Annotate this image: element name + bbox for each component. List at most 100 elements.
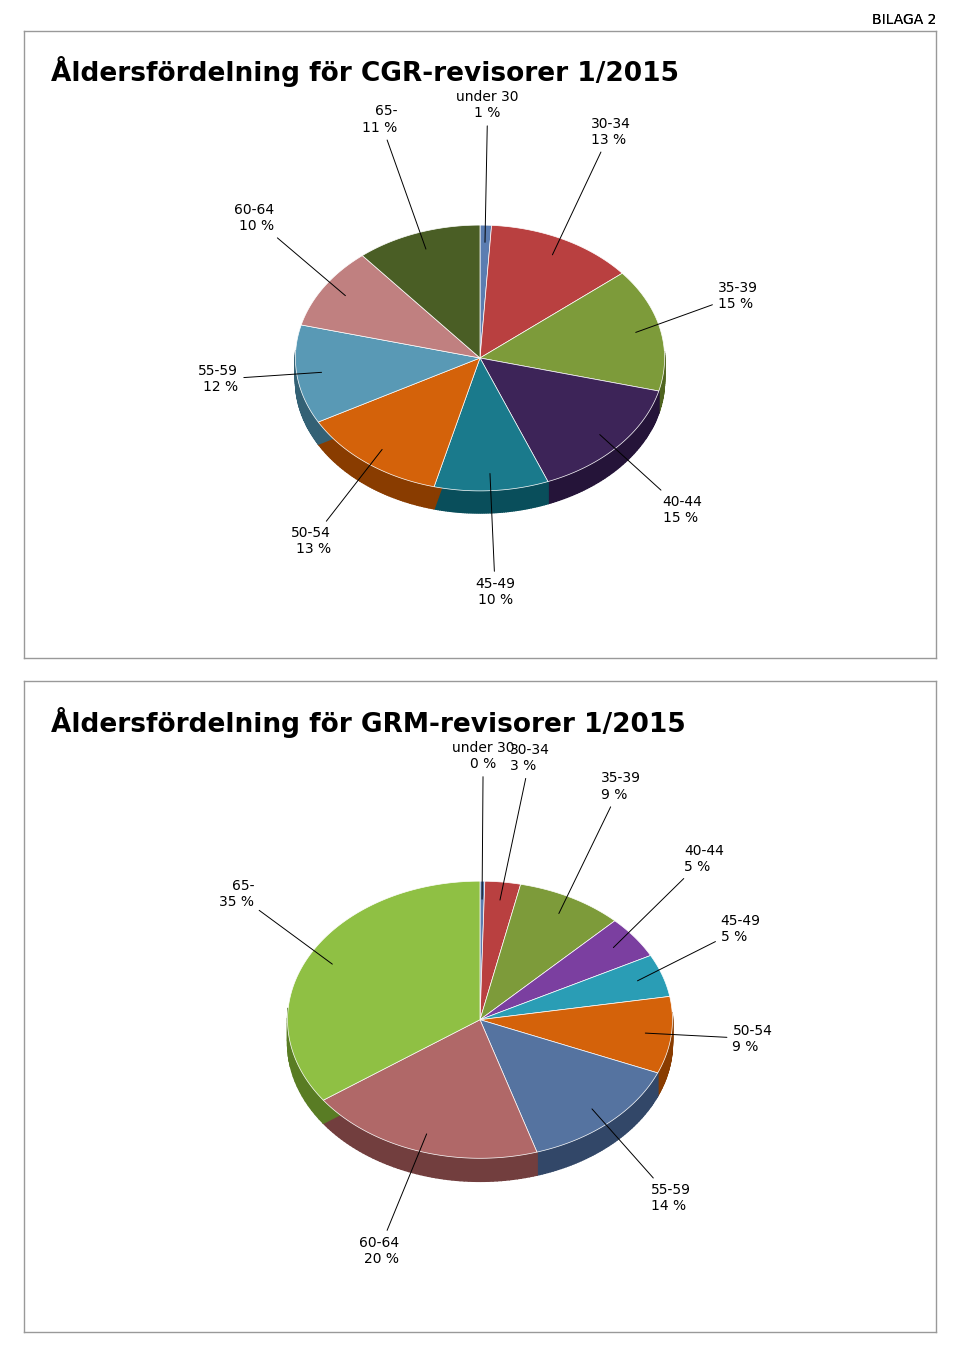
Polygon shape <box>305 1078 308 1105</box>
Polygon shape <box>648 411 649 435</box>
Polygon shape <box>288 881 480 1100</box>
Polygon shape <box>453 490 455 511</box>
Polygon shape <box>605 454 608 477</box>
Polygon shape <box>421 484 424 507</box>
Polygon shape <box>321 426 322 449</box>
Polygon shape <box>613 449 615 472</box>
Polygon shape <box>428 1153 432 1177</box>
Polygon shape <box>587 465 589 488</box>
Polygon shape <box>505 1157 509 1180</box>
Polygon shape <box>312 1088 316 1115</box>
Polygon shape <box>417 483 420 506</box>
Polygon shape <box>621 442 623 465</box>
Polygon shape <box>350 453 352 476</box>
Polygon shape <box>559 1146 561 1169</box>
Polygon shape <box>324 1020 480 1123</box>
Polygon shape <box>380 1138 383 1162</box>
Text: 65-
11 %: 65- 11 % <box>362 104 426 250</box>
Polygon shape <box>617 445 619 469</box>
Polygon shape <box>576 1139 579 1163</box>
Polygon shape <box>344 447 346 471</box>
Polygon shape <box>356 457 358 480</box>
Polygon shape <box>391 1142 394 1166</box>
Polygon shape <box>553 479 556 502</box>
Polygon shape <box>647 414 648 437</box>
Polygon shape <box>616 1116 619 1140</box>
Polygon shape <box>545 1150 548 1173</box>
Polygon shape <box>348 1120 350 1146</box>
Polygon shape <box>480 225 622 358</box>
Polygon shape <box>485 1158 489 1181</box>
Polygon shape <box>397 1144 401 1169</box>
Polygon shape <box>612 1119 614 1143</box>
Polygon shape <box>632 1104 634 1128</box>
Polygon shape <box>311 411 312 435</box>
Polygon shape <box>298 1063 300 1092</box>
Polygon shape <box>342 1116 345 1142</box>
Text: 45-49
10 %: 45-49 10 % <box>475 473 516 607</box>
Polygon shape <box>527 485 529 508</box>
Polygon shape <box>644 416 645 441</box>
Polygon shape <box>364 461 366 484</box>
Text: 40-44
5 %: 40-44 5 % <box>613 843 724 948</box>
Polygon shape <box>333 1109 336 1135</box>
Polygon shape <box>564 476 566 499</box>
Polygon shape <box>637 1098 638 1123</box>
Text: 65-
35 %: 65- 35 % <box>219 879 332 964</box>
Polygon shape <box>301 255 480 358</box>
Polygon shape <box>649 1083 651 1109</box>
Polygon shape <box>623 441 625 464</box>
Polygon shape <box>631 434 632 457</box>
Polygon shape <box>645 1089 646 1115</box>
Text: 40-44
15 %: 40-44 15 % <box>600 434 703 525</box>
Polygon shape <box>514 1155 517 1180</box>
Polygon shape <box>338 443 340 466</box>
Polygon shape <box>645 415 647 439</box>
Polygon shape <box>535 484 537 507</box>
Polygon shape <box>412 481 415 504</box>
Polygon shape <box>564 1143 566 1168</box>
Polygon shape <box>492 491 494 513</box>
Polygon shape <box>366 462 368 485</box>
Polygon shape <box>508 490 510 511</box>
Polygon shape <box>398 477 400 500</box>
Polygon shape <box>291 1044 292 1071</box>
Polygon shape <box>551 480 553 503</box>
Polygon shape <box>456 1157 460 1181</box>
Polygon shape <box>358 458 360 481</box>
Polygon shape <box>322 427 324 450</box>
Polygon shape <box>420 1151 424 1176</box>
Polygon shape <box>553 1147 556 1172</box>
Polygon shape <box>448 1157 452 1180</box>
Polygon shape <box>529 1153 533 1177</box>
Polygon shape <box>517 488 519 510</box>
Polygon shape <box>480 225 492 358</box>
Polygon shape <box>584 1135 586 1159</box>
Polygon shape <box>473 491 475 513</box>
Polygon shape <box>591 462 594 485</box>
Polygon shape <box>372 465 374 490</box>
Polygon shape <box>468 1158 472 1181</box>
Polygon shape <box>387 1140 391 1165</box>
Polygon shape <box>313 415 314 438</box>
Polygon shape <box>489 491 491 513</box>
Text: 35-39
15 %: 35-39 15 % <box>636 281 757 332</box>
Polygon shape <box>602 1125 604 1150</box>
Polygon shape <box>308 1082 312 1111</box>
Polygon shape <box>362 225 480 358</box>
Polygon shape <box>621 1113 623 1138</box>
Polygon shape <box>628 1106 630 1131</box>
Text: 55-59
14 %: 55-59 14 % <box>592 1109 691 1214</box>
Polygon shape <box>480 358 659 481</box>
Polygon shape <box>574 471 577 495</box>
Text: BILAGA 2: BILAGA 2 <box>872 12 936 27</box>
Polygon shape <box>324 1020 537 1158</box>
Polygon shape <box>324 1100 325 1125</box>
Polygon shape <box>389 473 392 496</box>
Polygon shape <box>651 1082 652 1108</box>
Polygon shape <box>640 423 641 446</box>
Polygon shape <box>380 471 383 494</box>
Text: Åldersfördelning för CGR-revisorer 1/2015: Åldersfördelning för CGR-revisorer 1/201… <box>52 56 680 87</box>
Polygon shape <box>519 487 521 510</box>
Polygon shape <box>501 1157 505 1181</box>
